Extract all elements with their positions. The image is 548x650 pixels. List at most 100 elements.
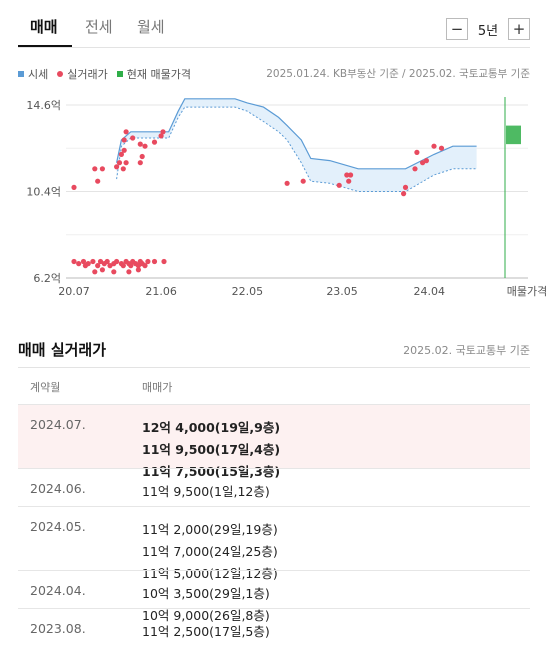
trade-point (344, 172, 350, 178)
table-row: 2023.08. 11억 2,500(17일,5층) (18, 608, 530, 646)
market-price-upper-line (116, 98, 477, 170)
legend-label: 시세 (28, 68, 49, 81)
trade-point (135, 267, 141, 273)
legend-label: 실거래가 (67, 68, 108, 81)
x-tick-label: 20.07 (58, 285, 90, 298)
trade-point (120, 263, 126, 269)
trade-point (90, 258, 96, 265)
period-selector: − 5년 + (446, 17, 530, 41)
trade-point (116, 160, 123, 166)
actual-trade-swatch (57, 71, 64, 77)
deal-price: 11억 2,000(29일,19층) (142, 522, 278, 537)
x-tick-label: 24.04 (413, 285, 445, 298)
trade-point (121, 137, 127, 143)
tab-monthly-rent[interactable]: 월세 (137, 18, 165, 36)
trade-point (438, 145, 445, 151)
tab-jeonse[interactable]: 전세 (85, 18, 113, 36)
deal-price: 11억 9,500(1일,12층) (142, 484, 270, 499)
deal-list: 11억 2,000(29일,19층) 11억 7,000(24일,25층) 11억 … (142, 519, 422, 585)
trade-point (118, 151, 124, 157)
trade-point (346, 178, 352, 184)
x-extra-label: 매물가격 (507, 285, 547, 298)
trade-point (130, 135, 136, 141)
trade-point (300, 178, 306, 184)
trade-point (161, 258, 167, 265)
trade-point (104, 258, 110, 265)
deal-price: 11억 9,500(17일,4층) (142, 442, 281, 457)
contract-month: 2024.04. (30, 583, 86, 598)
trade-point (76, 261, 82, 267)
legend-label: 현재 매물가격 (126, 68, 191, 81)
trade-point (99, 166, 105, 172)
trade-point (111, 269, 117, 275)
deal-price: 11억 7,500(15일,3층) (142, 464, 281, 479)
trade-point (95, 178, 101, 184)
legend-item-market-price: 시세 (18, 66, 48, 82)
table-row: 2024.07. 12억 4,000(19일,9층) 11억 9,500(17일,4… (18, 404, 530, 479)
contract-month: 2024.07. (30, 417, 86, 432)
trade-point (92, 269, 98, 275)
market-price-band (116, 98, 477, 192)
trade-point (151, 258, 158, 265)
trades-table: 2024.07. 12억 4,000(19일,9층) 11억 9,500(17일,4… (18, 404, 530, 646)
table-row: 2024.05. 11억 2,000(29일,19층) 11억 7,000(24일,… (18, 506, 530, 581)
trade-point (92, 166, 98, 172)
y-tick-label: 14.6억 (26, 99, 61, 112)
trade-point (99, 267, 105, 273)
trade-point (120, 166, 126, 172)
deal-price: 12억 4,000(19일,9층) (142, 420, 281, 435)
trade-point (80, 258, 87, 265)
trade-point (284, 180, 290, 186)
contract-month: 2024.06. (30, 481, 86, 496)
trade-point (97, 258, 104, 265)
trade-point (114, 164, 120, 170)
y-tick-label: 10.4억 (26, 186, 61, 199)
column-header-month: 계약월 (30, 381, 61, 394)
deal-price: 11억 2,500(17일,5층) (142, 624, 270, 639)
trade-point (151, 139, 158, 145)
y-tick-label: 6.2억 (33, 272, 61, 285)
trade-point (142, 263, 148, 269)
deal-price: 10억 3,500(29일,1층) (142, 586, 270, 601)
trade-point (95, 263, 101, 269)
trades-table-header: 계약월 매매가 (18, 368, 530, 404)
trade-point (412, 166, 418, 172)
contract-month: 2024.05. (30, 519, 86, 534)
trade-point (142, 143, 148, 149)
trade-point (71, 184, 77, 190)
period-decrease-button[interactable]: − (446, 18, 468, 40)
trade-point (336, 182, 342, 188)
legend-item-actual-trade: 실거래가 (57, 66, 108, 82)
deal-price: 11억 5,000(12일,12층) (142, 566, 278, 581)
trade-point (137, 160, 143, 166)
trade-point (139, 153, 145, 160)
table-row: 2024.04. 10억 3,500(29일,1층) 10억 9,000(26일,8… (18, 570, 530, 623)
deal-type-tabs: 매매 전세 월세 (0, 0, 548, 48)
tab-sale[interactable]: 매매 (30, 18, 58, 36)
trade-point (402, 184, 409, 190)
listing-price-swatch (116, 71, 123, 77)
tabs-divider (18, 47, 530, 48)
trade-point (158, 133, 164, 139)
trade-point (160, 129, 166, 135)
deal-price: 10억 9,000(26일,8층) (142, 608, 270, 623)
contract-month: 2023.08. (30, 621, 86, 636)
deal-list: 11억 2,500(17일,5층) (142, 621, 422, 643)
trade-point (420, 160, 426, 166)
trade-point (414, 149, 420, 155)
trade-point (126, 269, 132, 275)
trade-point (123, 160, 129, 166)
period-label: 5년 (477, 23, 499, 39)
x-tick-label: 23.05 (326, 285, 358, 298)
chart-legend: 시세 실거래가 현재 매물가격 (18, 66, 200, 82)
trade-point (145, 258, 151, 265)
table-row: 2024.06. 11억 9,500(1일,12층) (18, 468, 530, 506)
period-increase-button[interactable]: + (508, 18, 530, 40)
trade-point (123, 129, 129, 135)
trade-point (121, 147, 127, 153)
market-price-swatch (18, 71, 24, 77)
deal-list: 11억 9,500(1일,12층) (142, 481, 422, 503)
deal-price: 11억 7,000(24일,25층) (142, 544, 278, 559)
trade-point (128, 263, 134, 269)
